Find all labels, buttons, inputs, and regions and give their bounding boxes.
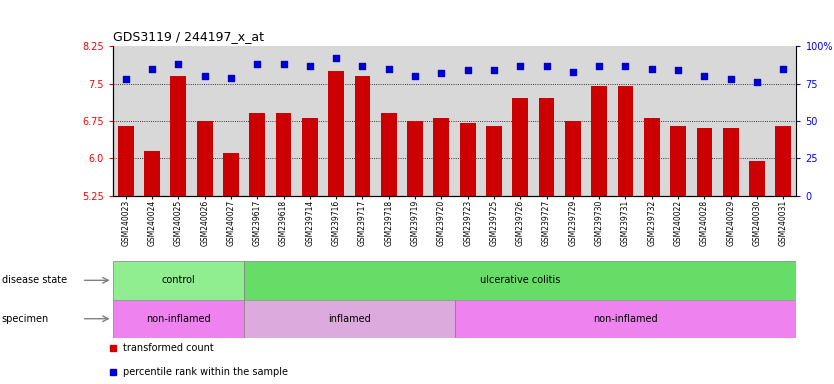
Point — [592, 63, 605, 69]
Text: specimen: specimen — [2, 314, 49, 324]
Bar — [749, 161, 765, 196]
Bar — [460, 124, 475, 196]
Point — [724, 76, 737, 82]
Point — [698, 73, 711, 79]
Text: transformed count: transformed count — [123, 343, 214, 354]
Point — [751, 79, 764, 85]
Point — [671, 67, 685, 73]
Point — [304, 63, 317, 69]
Bar — [144, 151, 160, 196]
Point — [172, 61, 185, 67]
Text: non-inflamed: non-inflamed — [593, 314, 658, 324]
Bar — [329, 71, 344, 196]
Point — [776, 65, 790, 71]
Point — [435, 70, 448, 76]
Point — [119, 76, 133, 82]
Bar — [223, 154, 239, 196]
Bar — [723, 129, 739, 196]
Bar — [276, 114, 291, 196]
Bar — [197, 121, 213, 196]
Text: inflamed: inflamed — [328, 314, 370, 324]
Point — [277, 61, 290, 67]
Bar — [455, 300, 796, 338]
Bar — [381, 114, 397, 196]
Point — [540, 63, 553, 69]
Point — [619, 63, 632, 69]
Point — [566, 68, 580, 74]
Bar — [170, 76, 186, 196]
Point — [461, 67, 475, 73]
Bar — [539, 99, 555, 196]
Bar — [434, 119, 450, 196]
Point — [409, 73, 422, 79]
Bar — [244, 261, 796, 300]
Bar — [113, 261, 244, 300]
Point — [224, 74, 238, 81]
Bar — [302, 119, 318, 196]
Point — [145, 65, 158, 71]
Bar — [244, 300, 455, 338]
Point — [487, 67, 500, 73]
Text: percentile rank within the sample: percentile rank within the sample — [123, 367, 288, 377]
Text: non-inflamed: non-inflamed — [146, 314, 211, 324]
Text: disease state: disease state — [2, 275, 67, 285]
Bar — [671, 126, 686, 196]
Point — [382, 65, 395, 71]
Point — [329, 55, 343, 61]
Bar — [512, 99, 528, 196]
Bar — [696, 129, 712, 196]
Bar — [407, 121, 423, 196]
Bar — [776, 126, 791, 196]
Bar — [618, 86, 633, 196]
Bar — [113, 300, 244, 338]
Text: GDS3119 / 244197_x_at: GDS3119 / 244197_x_at — [113, 30, 264, 43]
Bar — [354, 76, 370, 196]
Point — [198, 73, 211, 79]
Bar — [249, 114, 265, 196]
Text: ulcerative colitis: ulcerative colitis — [480, 275, 560, 285]
Bar — [486, 126, 502, 196]
Bar — [591, 86, 607, 196]
Point — [646, 65, 659, 71]
Point — [356, 63, 369, 69]
Bar — [644, 119, 660, 196]
Point — [514, 63, 527, 69]
Bar — [118, 126, 133, 196]
Point — [250, 61, 264, 67]
Text: control: control — [162, 275, 195, 285]
Bar — [565, 121, 580, 196]
